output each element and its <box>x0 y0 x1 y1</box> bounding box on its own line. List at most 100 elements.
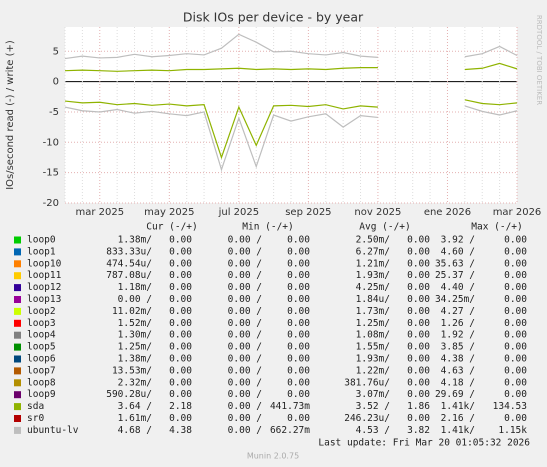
legend-value: 0.00 <box>169 330 192 341</box>
legend-name: loop2 <box>27 306 56 317</box>
legend-value: 29.69 / <box>435 389 475 400</box>
legend-value: 0.00 <box>504 330 527 341</box>
legend-value: 0.00 <box>504 342 527 353</box>
legend-value: 787.08u/ <box>106 270 152 281</box>
y-tick-label: 0 <box>53 77 59 88</box>
legend-value: 1.41k/ <box>441 425 475 436</box>
legend-name: sda <box>27 401 44 412</box>
legend-value: 0.00 <box>504 282 527 293</box>
legend-value: 4.68 / <box>118 425 152 436</box>
legend-value: 0.00 <box>504 377 527 388</box>
legend-value: 0.00 / <box>228 282 262 293</box>
legend-value: 381.76u/ <box>344 377 390 388</box>
legend-name: loop8 <box>27 377 56 388</box>
legend-name: loop1 <box>27 246 56 257</box>
legend-value: 0.00 <box>169 354 192 365</box>
legend-value: 1.52m/ <box>118 318 152 329</box>
series-line <box>64 62 518 72</box>
legend-value: 0.00 / <box>228 413 262 424</box>
legend-value: 3.64 / <box>118 401 152 412</box>
legend-value: 0.00 <box>287 413 310 424</box>
legend-swatch <box>14 284 21 292</box>
legend-value: 1.26 / <box>441 318 475 329</box>
y-tick-label: -5 <box>49 107 59 118</box>
legend-value: 1.38m/ <box>118 235 152 246</box>
legend-value: 0.00 / <box>228 270 262 281</box>
legend-name: loop4 <box>27 330 56 341</box>
legend-value: 0.00 <box>407 413 430 424</box>
legend-value: 0.00 <box>169 282 192 293</box>
legend-value: 0.00 <box>287 294 310 305</box>
legend-name: sr0 <box>27 413 44 424</box>
legend-value: 0.00 <box>287 389 310 400</box>
legend-swatch <box>14 343 21 351</box>
legend-value: 4.27 / <box>441 306 475 317</box>
legend-value: 1.41k/ <box>441 401 475 412</box>
legend-value: 0.00 <box>407 306 430 317</box>
legend-value: 0.00 <box>287 318 310 329</box>
legend-name: loop7 <box>27 365 56 376</box>
legend-swatch <box>14 379 21 387</box>
legend-value: 2.32m/ <box>118 377 152 388</box>
legend-value: 0.00 <box>407 270 430 281</box>
legend-value: 4.63 / <box>441 365 475 376</box>
legend-value: 0.00 / <box>228 425 262 436</box>
legend-value: 833.33u/ <box>106 246 152 257</box>
legend-value: 0.00 <box>169 318 192 329</box>
legend-value: 0.00 <box>169 294 192 305</box>
x-tick-label: ene 2026 <box>424 207 471 218</box>
legend-value: 25.37 / <box>435 270 475 281</box>
legend-value: 3.85 / <box>441 342 475 353</box>
last-update: Last update: Fri Mar 20 01:05:32 2026 <box>318 438 530 449</box>
legend-name: loop3 <box>27 318 56 329</box>
series-line <box>64 99 518 160</box>
legend-value: 0.00 <box>287 377 310 388</box>
y-tick-label: -15 <box>43 168 59 179</box>
legend-swatch <box>14 307 21 315</box>
legend-swatch <box>14 331 21 339</box>
legend-value: 1.18m/ <box>118 282 152 293</box>
legend-value: 6.27m/ <box>356 246 390 257</box>
legend-value: 0.00 <box>407 318 430 329</box>
legend-value: 0.00 <box>407 235 430 246</box>
legend-name: loop0 <box>27 235 56 246</box>
legend-value: 0.00 <box>407 342 430 353</box>
x-tick-label: sep 2025 <box>285 207 331 218</box>
legend-name: loop9 <box>27 389 56 400</box>
legend-value: 4.25m/ <box>356 282 390 293</box>
legend-swatch <box>14 367 21 375</box>
legend-value: 4.38 <box>169 425 192 436</box>
legend-value: 1.38m/ <box>118 354 152 365</box>
column-header: Max (-/+) <box>471 222 522 233</box>
legend-swatch <box>14 403 21 411</box>
legend-value: 0.00 <box>169 306 192 317</box>
legend-value: 0.00 / <box>228 401 262 412</box>
legend-value: 0.00 <box>287 270 310 281</box>
legend-value: 0.00 / <box>228 235 262 246</box>
legend-value: 4.18 / <box>441 377 475 388</box>
x-tick-label: jul 2025 <box>218 207 260 218</box>
column-header: Cur (-/+) <box>146 222 197 233</box>
legend-value: 1.30m/ <box>118 330 152 341</box>
legend-value: 0.00 <box>169 389 192 400</box>
legend-value: 35.63 / <box>435 258 475 269</box>
y-axis-label: IOs/second read (-) / write (+) <box>5 40 16 190</box>
legend-value: 11.02m/ <box>112 306 152 317</box>
legend-swatch <box>14 391 21 399</box>
legend-swatch <box>14 355 21 363</box>
legend-value: 1.93m/ <box>356 354 390 365</box>
legend-value: 2.18 <box>169 401 192 412</box>
legend-value: 0.00 / <box>228 389 262 400</box>
legend-value: 0.00 <box>287 330 310 341</box>
legend-value: 0.00 <box>169 365 192 376</box>
legend-value: 0.00 <box>169 377 192 388</box>
legend-value: 0.00 <box>287 246 310 257</box>
legend-value: 1.25m/ <box>356 318 390 329</box>
legend-name: loop5 <box>27 342 56 353</box>
legend-value: 0.00 <box>407 246 430 257</box>
legend-value: 590.28u/ <box>106 389 152 400</box>
legend-value: 1.84u/ <box>356 294 390 305</box>
legend-value: 0.00 <box>407 294 430 305</box>
legend-value: 3.92 / <box>441 235 475 246</box>
